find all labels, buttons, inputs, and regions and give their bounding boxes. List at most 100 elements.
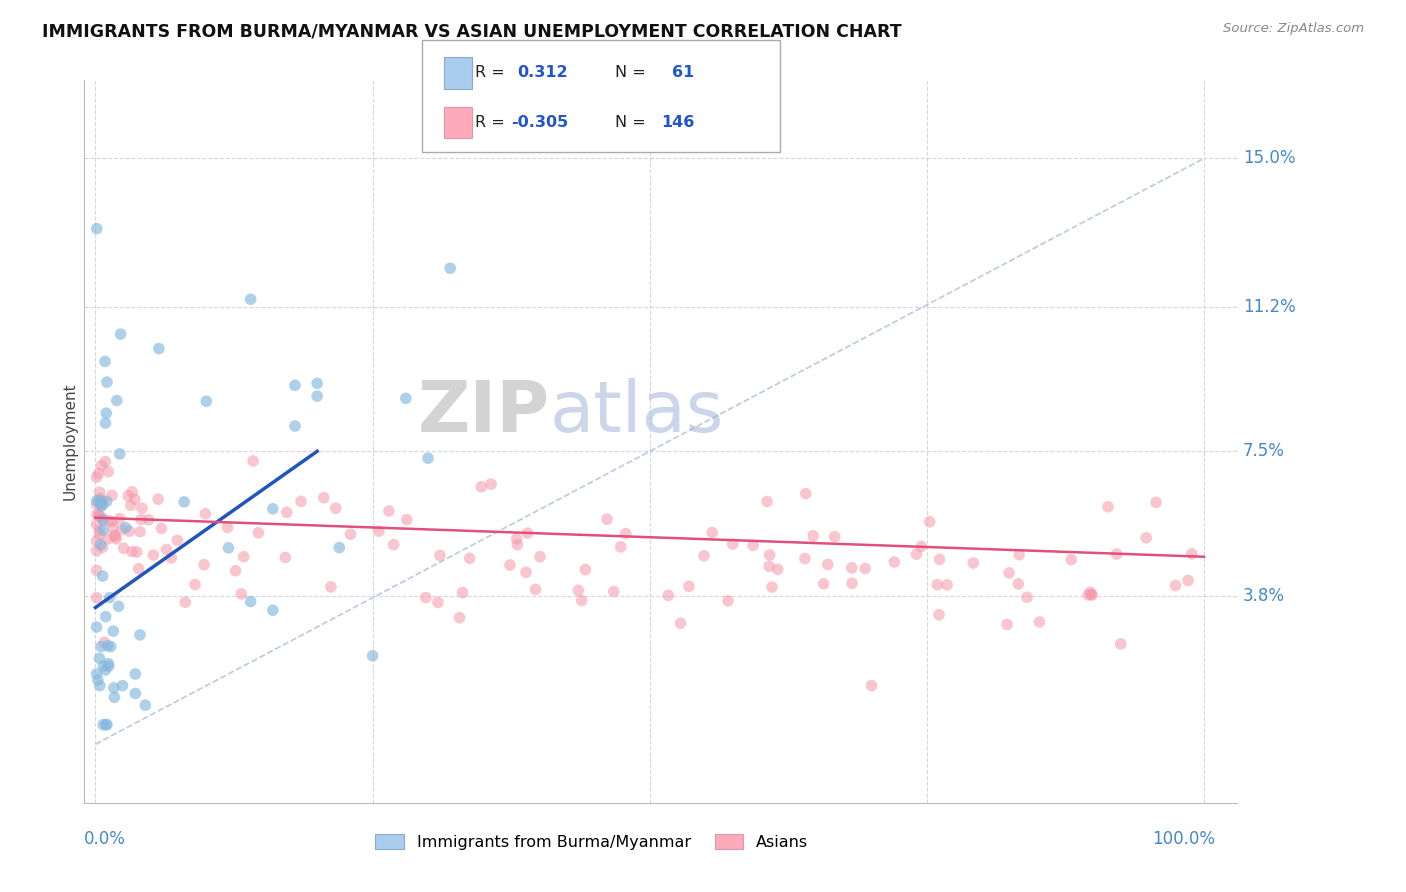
Point bbox=[479, 477, 502, 491]
Text: ZIP: ZIP bbox=[418, 377, 550, 447]
Text: R =: R = bbox=[475, 65, 505, 80]
Text: 7.5%: 7.5% bbox=[1243, 442, 1285, 460]
Point bbox=[416, 451, 439, 466]
Point bbox=[927, 577, 949, 591]
Y-axis label: Unemployment: Unemployment bbox=[62, 383, 77, 500]
Text: 0.0%: 0.0% bbox=[84, 830, 127, 848]
Point bbox=[529, 549, 551, 564]
Text: N =: N = bbox=[614, 65, 645, 80]
Point bbox=[97, 657, 120, 671]
Point bbox=[567, 583, 589, 598]
Point bbox=[91, 717, 114, 731]
Point bbox=[94, 717, 117, 731]
Point bbox=[290, 494, 312, 508]
Point bbox=[325, 501, 347, 516]
Point bbox=[603, 584, 626, 599]
Point bbox=[610, 540, 633, 554]
Point bbox=[121, 484, 143, 499]
Point bbox=[284, 419, 307, 434]
Point bbox=[91, 511, 114, 525]
Point bbox=[94, 455, 117, 469]
Point bbox=[89, 485, 111, 500]
Point bbox=[439, 261, 461, 276]
Point bbox=[124, 686, 146, 700]
Point bbox=[1097, 500, 1119, 514]
Point bbox=[97, 659, 120, 673]
Point bbox=[813, 577, 835, 591]
Point bbox=[824, 530, 846, 544]
Point bbox=[101, 488, 124, 502]
Point bbox=[415, 591, 437, 605]
Point bbox=[100, 640, 122, 654]
Point bbox=[91, 523, 114, 537]
Point bbox=[91, 569, 114, 583]
Point bbox=[86, 494, 108, 508]
Point bbox=[194, 507, 217, 521]
Point bbox=[96, 406, 118, 420]
Point bbox=[89, 491, 111, 506]
Text: 146: 146 bbox=[661, 115, 695, 129]
Point bbox=[505, 532, 527, 546]
Point bbox=[101, 515, 124, 529]
Point bbox=[1007, 577, 1029, 591]
Point bbox=[131, 501, 153, 516]
Text: 15.0%: 15.0% bbox=[1243, 149, 1295, 168]
Point bbox=[125, 545, 148, 559]
Point bbox=[614, 526, 637, 541]
Point bbox=[817, 558, 839, 572]
Point bbox=[936, 578, 959, 592]
Point bbox=[1144, 495, 1167, 509]
Point bbox=[121, 544, 143, 558]
Text: 11.2%: 11.2% bbox=[1243, 298, 1295, 316]
Point bbox=[928, 607, 950, 622]
Point bbox=[86, 470, 108, 484]
Point bbox=[378, 504, 401, 518]
Point bbox=[86, 221, 108, 235]
Point bbox=[166, 533, 188, 548]
Point bbox=[124, 492, 146, 507]
Point bbox=[702, 525, 724, 540]
Point bbox=[962, 556, 984, 570]
Point bbox=[721, 537, 744, 551]
Point bbox=[114, 521, 136, 535]
Point bbox=[905, 547, 928, 561]
Point bbox=[105, 393, 128, 408]
Point bbox=[657, 588, 679, 602]
Point bbox=[841, 561, 863, 575]
Point bbox=[693, 549, 716, 563]
Point bbox=[193, 558, 215, 572]
Point bbox=[138, 513, 160, 527]
Point bbox=[156, 542, 179, 557]
Point bbox=[103, 681, 125, 695]
Point bbox=[883, 555, 905, 569]
Point bbox=[717, 594, 740, 608]
Point bbox=[86, 517, 108, 532]
Point bbox=[458, 551, 481, 566]
Point bbox=[225, 564, 247, 578]
Point bbox=[93, 659, 115, 673]
Point bbox=[1105, 547, 1128, 561]
Point bbox=[231, 587, 253, 601]
Point bbox=[101, 521, 124, 535]
Point bbox=[195, 394, 218, 409]
Point bbox=[217, 520, 239, 534]
Text: 0.312: 0.312 bbox=[517, 65, 568, 80]
Point bbox=[86, 620, 108, 634]
Point bbox=[1081, 588, 1104, 602]
Point bbox=[89, 524, 111, 538]
Point bbox=[307, 376, 329, 391]
Point bbox=[142, 548, 165, 562]
Point bbox=[1181, 547, 1204, 561]
Point bbox=[853, 561, 876, 575]
Point bbox=[134, 698, 156, 713]
Point bbox=[108, 447, 131, 461]
Point bbox=[148, 342, 170, 356]
Point bbox=[451, 585, 474, 599]
Point bbox=[89, 651, 111, 665]
Point bbox=[758, 548, 780, 562]
Point bbox=[104, 530, 127, 544]
Point bbox=[87, 508, 110, 522]
Point bbox=[998, 566, 1021, 580]
Point bbox=[1017, 591, 1039, 605]
Point bbox=[1008, 548, 1031, 562]
